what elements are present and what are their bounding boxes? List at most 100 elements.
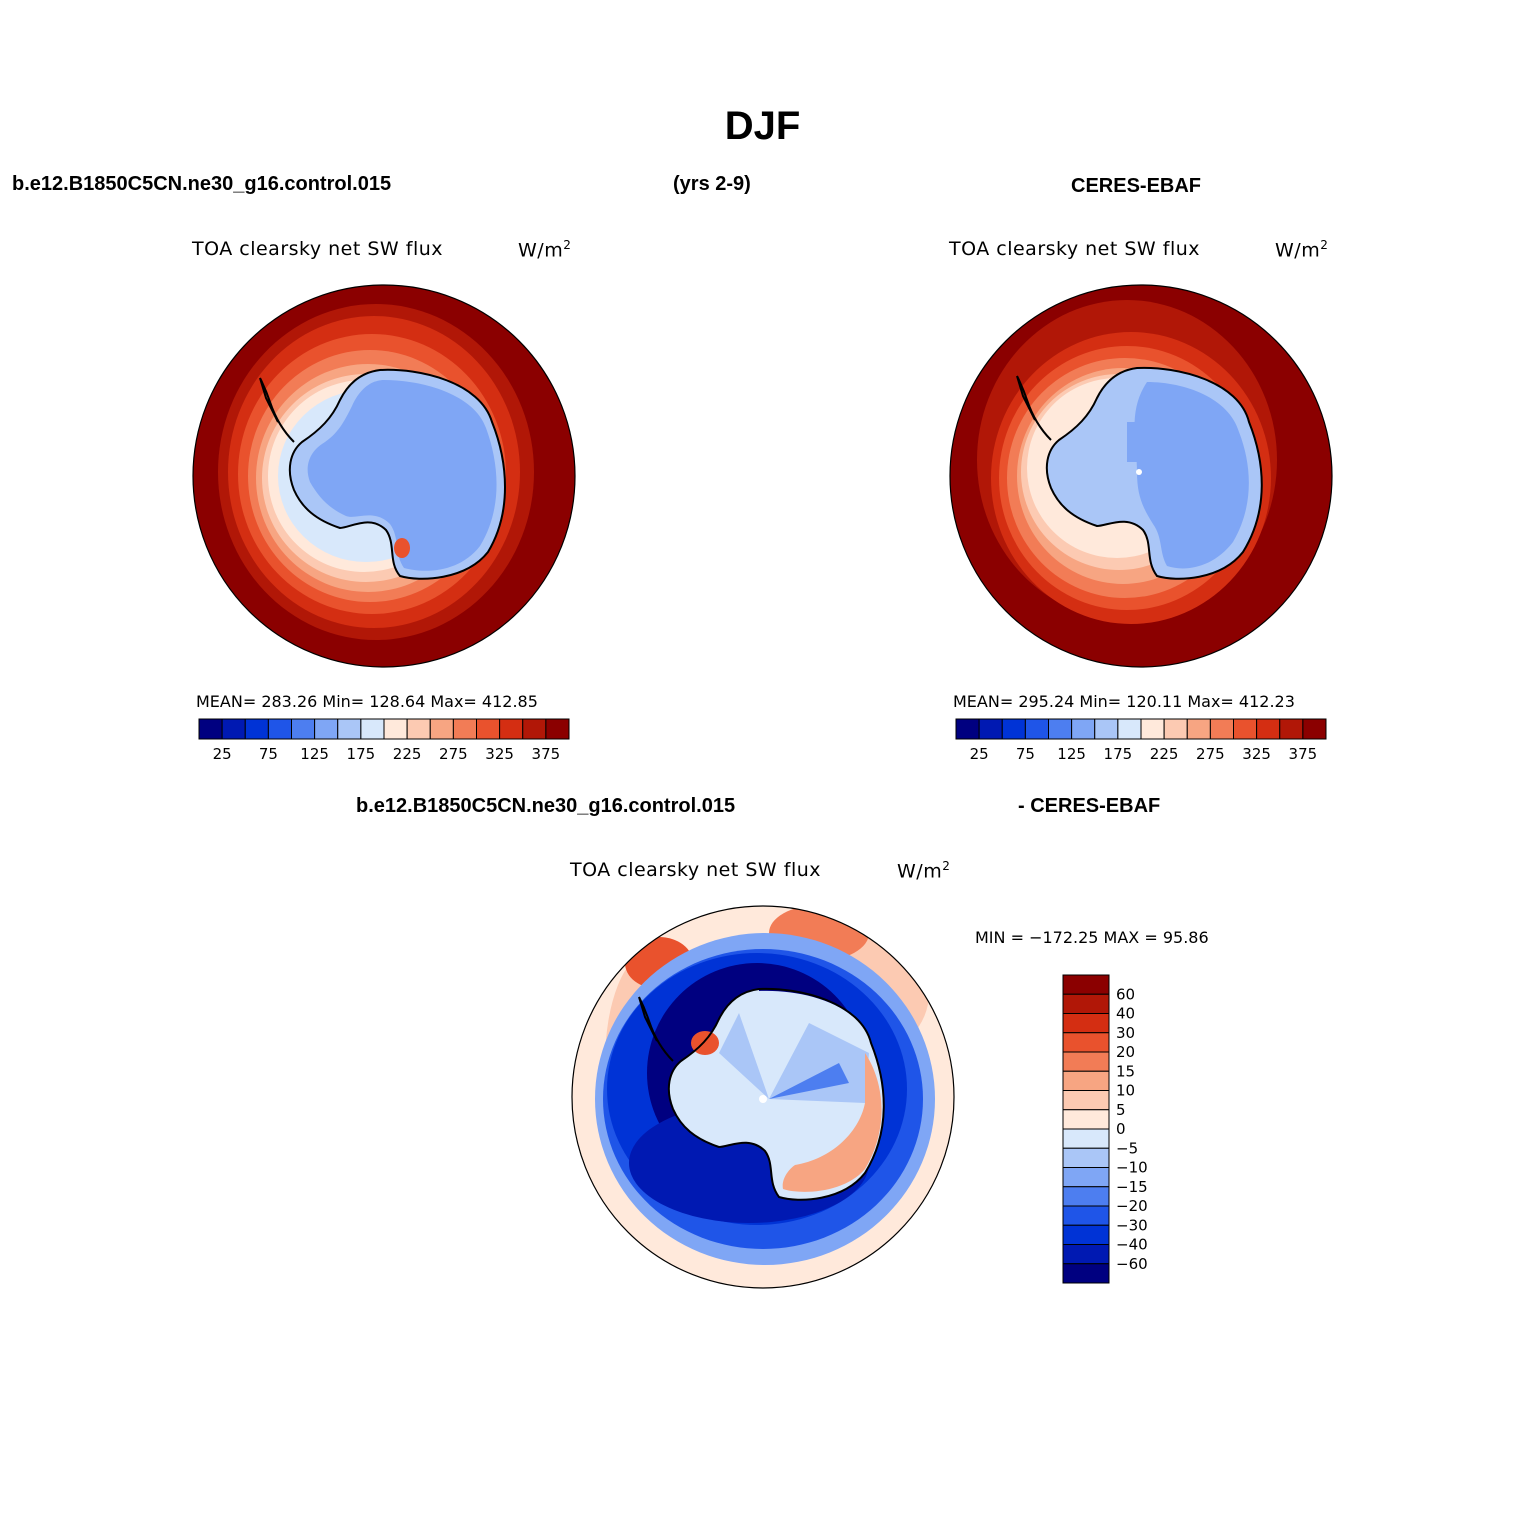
obs-name-header: CERES-EBAF [1071, 175, 1202, 197]
colorbar-tick-label: 175 [347, 745, 376, 763]
diff-polar-map [571, 905, 955, 1289]
units-base: W/m [1275, 239, 1321, 262]
colorbar-swatch [1048, 718, 1073, 740]
model-variable-label: TOA clearsky net SW flux [192, 238, 444, 260]
diff-obs-header: - CERES-EBAF [1018, 795, 1161, 817]
colorbar-tick-label: 275 [1196, 745, 1225, 763]
colorbar-swatch [978, 718, 1003, 740]
colorbar-tick-label: 15 [1116, 1062, 1135, 1080]
colorbar-tick-label: 225 [393, 745, 422, 763]
colorbar-swatch [476, 718, 501, 740]
obs-stats: MEAN= 295.24 Min= 120.11 Max= 412.23 [953, 692, 1295, 711]
colorbar-tick-label: −40 [1116, 1236, 1148, 1254]
colorbar-swatch [1163, 718, 1188, 740]
colorbar-swatch [545, 718, 570, 740]
colorbar-swatch [1186, 718, 1211, 740]
colorbar-swatch [1062, 1090, 1110, 1111]
obs-polar-map [949, 284, 1333, 668]
colorbar-swatch [1001, 718, 1026, 740]
colorbar-swatch [1062, 1109, 1110, 1130]
colorbar-swatch [1209, 718, 1234, 740]
colorbar-tick-label: 10 [1116, 1082, 1135, 1100]
colorbar-swatch [429, 718, 454, 740]
model-stats: MEAN= 283.26 Min= 128.64 Max= 412.85 [196, 692, 538, 711]
figure-title: DJF [724, 104, 801, 148]
colorbar-swatch [291, 718, 316, 740]
colorbar-swatch [522, 718, 547, 740]
colorbar-tick-label: 125 [300, 745, 329, 763]
colorbar-tick-label: −60 [1116, 1255, 1148, 1273]
colorbar-swatch [1233, 718, 1258, 740]
colorbar-swatch [1302, 718, 1327, 740]
model-units-label: W/m2 [518, 238, 571, 261]
colorbar-swatch [1062, 1051, 1110, 1072]
colorbar-tick-label: 375 [532, 745, 561, 763]
diff-units-label: W/m2 [897, 859, 950, 882]
colorbar-tick-label: −15 [1116, 1178, 1148, 1196]
years-header: (yrs 2-9) [673, 173, 751, 195]
colorbar-swatch [1062, 1224, 1110, 1245]
units-exponent: 2 [942, 859, 951, 873]
units-base: W/m [897, 860, 943, 883]
colorbar-tick-label: 0 [1116, 1120, 1126, 1138]
colorbar-swatch [1062, 1147, 1110, 1168]
colorbar-tick-label: 325 [1242, 745, 1271, 763]
colorbar-swatch [267, 718, 292, 740]
model-polar-map [192, 284, 576, 668]
colorbar-swatch [1256, 718, 1281, 740]
colorbar-swatch [452, 718, 477, 740]
colorbar-swatch [198, 718, 223, 740]
colorbar-swatch [360, 718, 385, 740]
colorbar-tick-label: 40 [1116, 1005, 1135, 1023]
colorbar-swatch [221, 718, 246, 740]
obs-variable-label: TOA clearsky net SW flux [949, 238, 1201, 260]
colorbar-swatch [1062, 1205, 1110, 1226]
colorbar-tick-label: 225 [1150, 745, 1179, 763]
colorbar-tick-label: 25 [213, 745, 232, 763]
colorbar-swatch [244, 718, 269, 740]
colorbar-swatch [1071, 718, 1096, 740]
diff-case-name-header: b.e12.B1850C5CN.ne30_g16.control.015 [356, 795, 736, 817]
colorbar-tick-label: 5 [1116, 1101, 1126, 1119]
colorbar-swatch [1062, 1013, 1110, 1034]
colorbar-swatch [406, 718, 431, 740]
diff-minmax: MIN = −172.25 MAX = 95.86 [975, 928, 1209, 947]
obs-colorbar: 25 75 125 175 225 275 325 375 [955, 718, 1327, 763]
colorbar-swatch [955, 718, 980, 740]
units-exponent: 2 [563, 238, 572, 252]
colorbar-swatch [1279, 718, 1304, 740]
colorbar-swatch [314, 718, 339, 740]
colorbar-swatch [499, 718, 524, 740]
colorbar-tick-label: 375 [1289, 745, 1318, 763]
colorbar-swatch [383, 718, 408, 740]
units-exponent: 2 [1320, 238, 1329, 252]
colorbar-tick-label: −5 [1116, 1139, 1138, 1157]
colorbar-swatch [1062, 1244, 1110, 1265]
case-name-header: b.e12.B1850C5CN.ne30_g16.control.015 [12, 173, 392, 195]
colorbar-swatch [1140, 718, 1165, 740]
colorbar-tick-label: 75 [1016, 745, 1035, 763]
colorbar-tick-label: 325 [485, 745, 514, 763]
colorbar-swatch [1062, 1263, 1110, 1284]
colorbar-swatch [1062, 1070, 1110, 1091]
colorbar-swatch [1062, 974, 1110, 995]
colorbar-swatch [1062, 1128, 1110, 1149]
colorbar-tick-label: 75 [259, 745, 278, 763]
colorbar-tick-label: 125 [1057, 745, 1086, 763]
colorbar-tick-label: 60 [1116, 985, 1135, 1003]
colorbar-swatch [337, 718, 362, 740]
colorbar-tick-label: 30 [1116, 1024, 1135, 1042]
colorbar-tick-label: 20 [1116, 1043, 1135, 1061]
colorbar-tick-label: 275 [439, 745, 468, 763]
diff-variable-label: TOA clearsky net SW flux [570, 859, 822, 881]
colorbar-tick-label: −30 [1116, 1216, 1148, 1234]
colorbar-swatch [1094, 718, 1119, 740]
colorbar-swatch [1062, 1186, 1110, 1207]
colorbar-swatch [1062, 993, 1110, 1014]
model-colorbar: 25 75 125 175 225 275 325 375 [198, 718, 570, 763]
colorbar-tick-label: 175 [1104, 745, 1133, 763]
colorbar-tick-label: −20 [1116, 1197, 1148, 1215]
colorbar-tick-label: 25 [970, 745, 989, 763]
colorbar-tick-label: −10 [1116, 1159, 1148, 1177]
colorbar-swatch [1062, 1032, 1110, 1053]
